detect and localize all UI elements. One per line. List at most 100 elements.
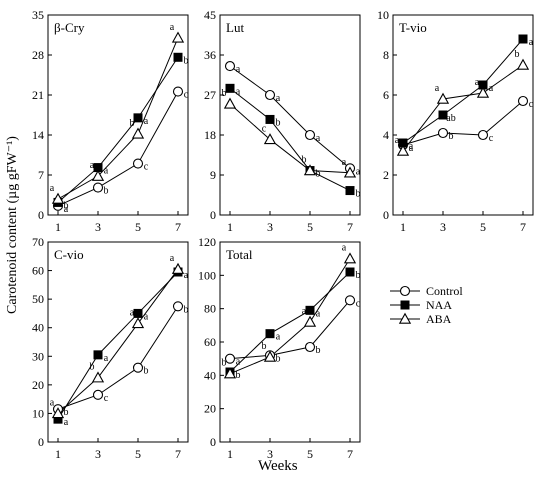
plot-frame — [219, 14, 361, 216]
data-point-aba — [303, 315, 317, 327]
series-line-naa — [57, 57, 179, 203]
significance-letter: a — [144, 311, 149, 322]
significance-letter: b — [130, 118, 135, 129]
x-tick-label: 7 — [347, 220, 353, 234]
legend-marker-aba — [398, 312, 412, 324]
y-tick-label: 30 — [32, 349, 44, 363]
data-point-aba — [131, 317, 145, 329]
series-line-control — [402, 100, 524, 146]
data-point-aba — [171, 31, 185, 43]
data-point-aba — [91, 371, 105, 383]
data-point-aba — [91, 169, 105, 181]
y-tick-label: 0 — [38, 435, 44, 449]
y-tick-label: 7 — [38, 168, 44, 182]
y-tick-label: 8 — [383, 48, 389, 62]
y-tick-label: 0 — [210, 435, 216, 449]
y-tick-label: 6 — [383, 88, 389, 102]
x-tick-label: 5 — [307, 447, 313, 461]
data-point-aba — [396, 144, 410, 156]
significance-letter: a — [316, 133, 321, 144]
significance-letter: b — [144, 366, 149, 377]
y-tick-label: 70 — [32, 235, 44, 249]
significance-letter: a — [104, 166, 109, 177]
significance-letter: b — [316, 169, 321, 180]
significance-letter: a — [409, 141, 414, 152]
y-tick-label: 40 — [204, 368, 216, 382]
significance-letter: a — [104, 353, 109, 364]
panel-title: C-vio — [54, 247, 84, 262]
significance-letter: a — [342, 243, 347, 254]
y-tick-label: 100 — [198, 268, 216, 282]
x-tick-label: 3 — [95, 447, 101, 461]
data-point-control — [264, 89, 276, 101]
y-axis-label-text: Carotenoid content (µg gFW⁻¹) — [5, 136, 20, 314]
y-tick-label: 80 — [204, 302, 216, 316]
significance-letter: b — [276, 117, 281, 128]
significance-letter: b — [262, 341, 267, 352]
significance-letter: c — [356, 298, 361, 309]
significance-letter: c — [144, 162, 149, 173]
significance-letter: a — [236, 64, 241, 75]
significance-letter: a — [475, 77, 480, 88]
x-tick-label: 5 — [307, 220, 313, 234]
x-tick-label: 5 — [135, 447, 141, 461]
data-point-control — [517, 95, 529, 107]
significance-letter: a — [170, 253, 175, 264]
significance-letter: c — [104, 393, 109, 404]
data-point-aba — [303, 164, 317, 176]
data-point-control — [132, 158, 144, 169]
x-tick-label: 1 — [227, 447, 233, 461]
y-tick-label: 14 — [32, 128, 44, 142]
y-tick-label: 0 — [383, 208, 389, 222]
plot-frame — [392, 14, 534, 216]
x-tick-label: 7 — [175, 220, 181, 234]
data-point-control — [477, 129, 489, 141]
y-tick-label: 28 — [32, 48, 44, 62]
data-point-control — [304, 341, 316, 353]
x-tick-label: 1 — [55, 447, 61, 461]
data-point-control — [172, 86, 184, 97]
panel-title: T-vio — [399, 20, 427, 35]
significance-letter: a — [90, 160, 95, 171]
series-line-control — [229, 300, 351, 360]
data-point-naa — [133, 308, 143, 318]
series-line-control — [229, 65, 351, 169]
significance-letter: a — [302, 306, 307, 317]
y-tick-label: 4 — [383, 128, 389, 142]
significance-letter: b — [356, 189, 361, 200]
data-point-naa — [438, 110, 448, 120]
significance-letter: a — [64, 204, 69, 215]
significance-letter: c — [184, 90, 189, 101]
x-tick-label: 1 — [227, 220, 233, 234]
y-tick-label: 50 — [32, 292, 44, 306]
significance-letter: b — [184, 55, 189, 66]
series-line-naa — [402, 38, 524, 144]
significance-letter: a — [435, 83, 440, 94]
series-line-aba — [229, 103, 351, 174]
data-point-control — [224, 353, 236, 364]
x-axis-label: Weeks — [258, 458, 298, 474]
significance-letter: b — [236, 370, 241, 381]
data-point-aba — [516, 58, 530, 70]
significance-letter: b — [316, 345, 321, 356]
y-tick-label: 0 — [38, 208, 44, 222]
y-tick-label: 45 — [204, 8, 216, 22]
significance-letter: a — [489, 83, 494, 94]
y-tick-label: 60 — [204, 335, 216, 349]
y-tick-label: 21 — [32, 88, 44, 102]
plot-frame — [47, 241, 189, 443]
plot-frame — [47, 14, 189, 216]
significance-letter: a — [236, 86, 241, 97]
significance-letter: b — [222, 88, 227, 99]
significance-letter: c — [262, 123, 267, 134]
x-tick-label: 3 — [440, 220, 446, 234]
significance-letter: a — [130, 307, 135, 318]
significance-letter: a — [316, 308, 321, 319]
significance-letter: c — [489, 133, 494, 144]
data-point-aba — [131, 127, 145, 139]
data-point-aba — [223, 367, 237, 379]
x-tick-label: 5 — [480, 220, 486, 234]
